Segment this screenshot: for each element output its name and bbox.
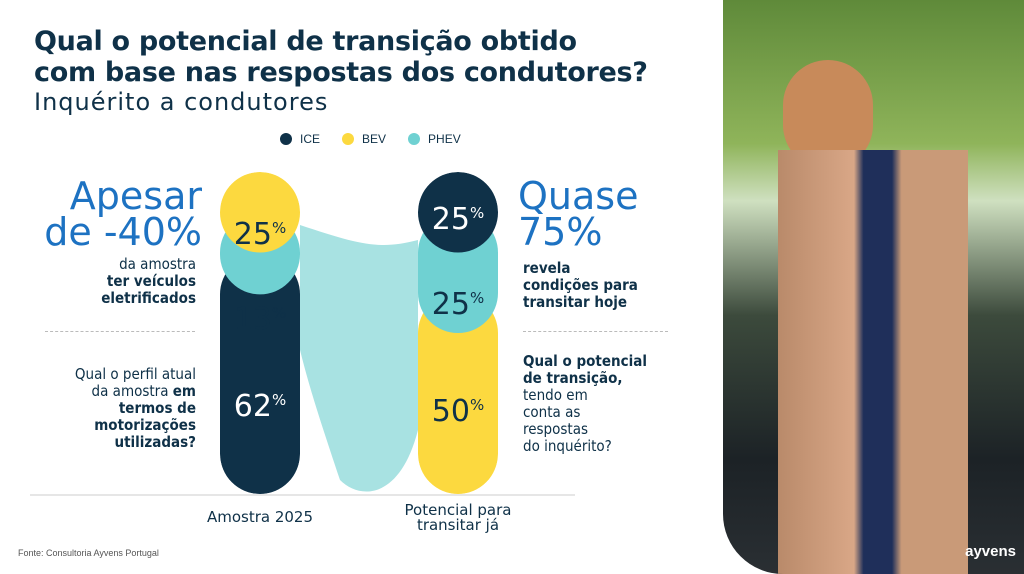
bar-amostra-labels: 25% 13% 62% bbox=[220, 172, 300, 494]
person-body bbox=[778, 150, 968, 574]
text-line: Qual o perfil atual bbox=[74, 365, 196, 383]
bar-segment-ice bbox=[418, 172, 498, 253]
divider bbox=[523, 331, 668, 332]
text-line: ter veículos bbox=[106, 272, 196, 290]
right-headline: Quase 75% bbox=[518, 174, 639, 254]
legend-label: BEV bbox=[362, 132, 387, 146]
text-line: condições para bbox=[523, 276, 638, 294]
data-label-phev: 25% bbox=[431, 287, 485, 322]
data-label-bev: 25% bbox=[233, 217, 287, 252]
legend-item-ice: ICE bbox=[280, 132, 320, 146]
page-title: Qual o potencial de transição obtido com… bbox=[34, 26, 648, 88]
legend-label: PHEV bbox=[428, 132, 461, 146]
text-line: motorizações bbox=[94, 416, 196, 434]
headline-line: Quase bbox=[518, 174, 639, 218]
text-line: tendo em bbox=[523, 386, 588, 404]
left-question: Qual o perfil atual da amostra em termos… bbox=[75, 366, 196, 451]
title-line-2: com base nas respostas dos condutores? bbox=[34, 57, 648, 88]
text-line: eletrificados bbox=[101, 289, 196, 307]
title-line-1: Qual o potencial de transição obtido bbox=[34, 26, 577, 57]
bar-potencial-labels: 25% 25% 50% bbox=[418, 172, 498, 494]
left-headline: Apesar de -40% bbox=[44, 174, 202, 254]
legend-swatch-icon bbox=[408, 133, 421, 145]
legend-label: ICE bbox=[300, 132, 321, 146]
bar-segment-bev bbox=[418, 293, 498, 494]
text-line: em bbox=[172, 382, 196, 400]
text-line: da amostra bbox=[91, 382, 169, 400]
text-line: revela bbox=[523, 259, 571, 277]
left-subtext: da amostra ter veículos eletrificados bbox=[101, 256, 196, 307]
text-line: da amostra bbox=[119, 255, 196, 273]
ayvens-logo: ayvens bbox=[965, 543, 1016, 560]
chart-legend: ICE BEV PHEV bbox=[280, 132, 461, 146]
legend-swatch-icon bbox=[280, 133, 292, 145]
page-subtitle: Inquérito a condutores bbox=[34, 88, 329, 116]
chart-svg bbox=[30, 172, 575, 496]
text-line: transitar hoje bbox=[523, 293, 628, 311]
x-label-potencial: Potencial para transitar já bbox=[404, 501, 512, 534]
headline-line: Apesar bbox=[69, 174, 202, 218]
headline-line: 75% bbox=[518, 210, 603, 254]
data-label-ice: 25% bbox=[431, 202, 485, 237]
divider bbox=[45, 331, 195, 332]
legend-item-phev: PHEV bbox=[408, 132, 461, 146]
x-label-amostra: Amostra 2025 bbox=[206, 508, 314, 526]
right-subtext: revela condições para transitar hoje bbox=[523, 260, 638, 311]
right-question: Qual o potencial de transição, tendo em … bbox=[523, 353, 647, 455]
source-note: Fonte: Consultoria Ayvens Portugal bbox=[18, 548, 159, 558]
text-line: utilizadas? bbox=[114, 433, 196, 451]
flow-band bbox=[300, 225, 418, 492]
text-line: do inquérito? bbox=[523, 437, 612, 455]
headline-line: de -40% bbox=[44, 210, 202, 254]
data-label-phev: 13% bbox=[233, 302, 287, 337]
bar-amostra bbox=[220, 172, 300, 494]
bar-segment-bev bbox=[220, 172, 300, 253]
data-label-bev: 50% bbox=[431, 394, 485, 429]
text-line: termos de bbox=[118, 399, 196, 417]
text-line: respostas bbox=[523, 420, 588, 438]
text-line: conta as bbox=[523, 403, 581, 421]
legend-swatch-icon bbox=[342, 133, 355, 145]
text-line: de transição, bbox=[523, 369, 623, 387]
bar-potencial bbox=[418, 172, 498, 494]
legend-item-bev: BEV bbox=[342, 132, 386, 146]
text-line: Qual o potencial bbox=[523, 352, 647, 370]
data-label-ice: 62% bbox=[233, 389, 287, 424]
photo-woman-charging-car: ayvens bbox=[723, 0, 1024, 574]
bar-segment-ice bbox=[220, 254, 300, 494]
